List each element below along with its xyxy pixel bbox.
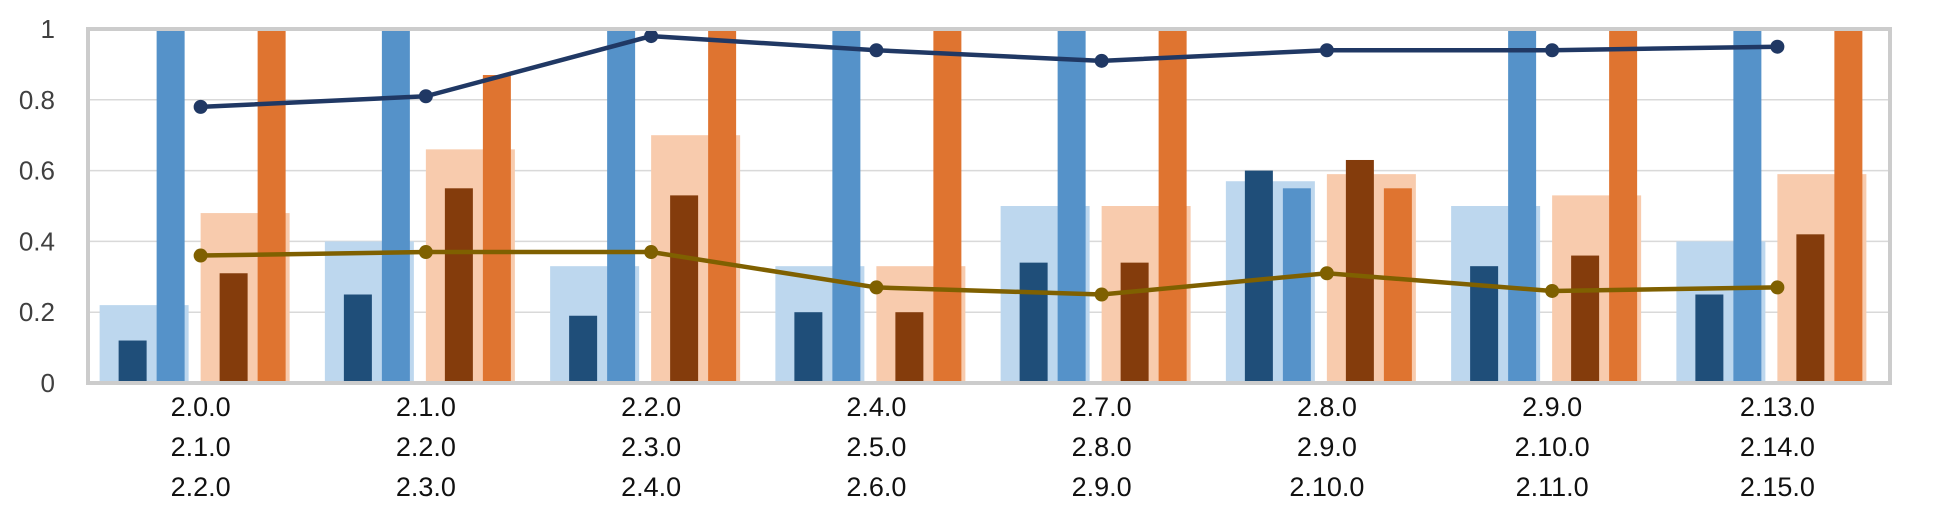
series-line-1 xyxy=(200,33,1778,110)
bar-orange-2 xyxy=(1383,188,1412,383)
bar-orange-2 xyxy=(482,75,511,384)
bar-blue-1 xyxy=(1019,262,1048,383)
line-point-1 xyxy=(869,43,884,58)
line-point-2 xyxy=(869,280,884,295)
line-point-2 xyxy=(644,245,659,260)
line-point-2 xyxy=(1094,287,1109,302)
bar-blue-2 xyxy=(1508,29,1537,383)
x-tick-label: 2.9.0 xyxy=(1297,432,1357,462)
lines xyxy=(193,29,1785,302)
x-tick-label: 2.2.0 xyxy=(621,392,681,422)
x-tick-label: 2.4.0 xyxy=(621,472,681,502)
bar-orange-1 xyxy=(1120,262,1149,383)
x-axis-ticks: 2.0.0 2.1.0 2.2.0 2.1.0 2.2.0 2.3.0 2.2.0 2.3.0… xyxy=(171,392,1815,502)
x-tick-label: 2.6.0 xyxy=(846,472,906,502)
bar-orange-2 xyxy=(708,29,737,383)
line-point-2 xyxy=(1545,283,1560,298)
bar-blue-2 xyxy=(607,29,636,383)
line-point-2 xyxy=(1319,266,1334,281)
y-axis-ticks: 0 0.2 0.4 0.6 0.8 1 xyxy=(19,14,55,398)
x-tick-label: 2.1.0 xyxy=(171,432,231,462)
y-tick-label: 0.8 xyxy=(19,85,55,115)
x-tick-label: 2.15.0 xyxy=(1740,472,1815,502)
x-tick-label: 2.10.0 xyxy=(1289,472,1364,502)
y-tick-label: 0.6 xyxy=(19,156,55,186)
plot-border xyxy=(86,27,1892,385)
bar-blue-1 xyxy=(794,312,823,383)
x-tick-label: 2.9.0 xyxy=(1072,472,1132,502)
bar-orange-2 xyxy=(1609,29,1638,383)
bar-orange-1 xyxy=(1796,234,1825,383)
x-tick-label: 2.7.0 xyxy=(1072,392,1132,422)
bar-blue-1 xyxy=(569,315,598,383)
line-point-1 xyxy=(193,99,208,114)
bar-orange-1 xyxy=(444,188,473,383)
line-point-2 xyxy=(1770,280,1785,295)
bar-orange-1 xyxy=(670,195,699,383)
bar-blue-2 xyxy=(1733,29,1762,383)
bar-blue-1 xyxy=(1695,294,1724,383)
y-tick-label: 1 xyxy=(41,14,55,44)
x-tick-label: 2.2.0 xyxy=(396,432,456,462)
bar-blue-2 xyxy=(381,29,410,383)
line-point-1 xyxy=(1319,43,1334,58)
line-point-1 xyxy=(418,89,433,104)
bar-blue-2 xyxy=(1057,29,1086,383)
x-tick-label: 2.9.0 xyxy=(1522,392,1582,422)
line-point-2 xyxy=(193,248,208,263)
bar-orange-2 xyxy=(1834,29,1863,383)
x-tick-label: 2.14.0 xyxy=(1740,432,1815,462)
bar-blue-1 xyxy=(343,294,372,383)
bar-blue-1 xyxy=(118,340,147,383)
line-point-1 xyxy=(644,29,659,44)
bars xyxy=(99,29,1867,384)
bar-orange-1 xyxy=(1345,159,1374,383)
x-tick-label: 2.5.0 xyxy=(846,432,906,462)
bar-orange-2 xyxy=(1158,29,1187,383)
y-tick-label: 0.2 xyxy=(19,297,55,327)
bar-orange-1 xyxy=(895,312,924,383)
x-tick-label: 2.11.0 xyxy=(1516,472,1589,502)
x-tick-label: 2.0.0 xyxy=(171,392,231,422)
line-point-1 xyxy=(1545,43,1560,58)
bar-blue-2 xyxy=(156,29,185,383)
bar-orange-2 xyxy=(257,29,286,383)
x-tick-label: 2.2.0 xyxy=(171,472,231,502)
y-tick-label: 0 xyxy=(41,368,55,398)
x-tick-label: 2.8.0 xyxy=(1072,432,1132,462)
x-tick-label: 2.3.0 xyxy=(621,432,681,462)
y-tick-label: 0.4 xyxy=(19,226,55,256)
line-point-2 xyxy=(418,245,433,260)
bar-blue-2 xyxy=(1282,188,1311,383)
bar-orange-1 xyxy=(1571,255,1600,383)
line-point-1 xyxy=(1770,39,1785,54)
bar-orange-2 xyxy=(933,29,962,383)
plot-frame xyxy=(86,27,1892,385)
x-tick-label: 2.13.0 xyxy=(1740,392,1815,422)
bar-orange-1 xyxy=(219,273,248,383)
x-tick-label: 2.1.0 xyxy=(396,392,456,422)
bar-blue-2 xyxy=(832,29,861,383)
line-point-1 xyxy=(1094,53,1109,68)
x-tick-label: 2.8.0 xyxy=(1297,392,1357,422)
x-tick-label: 2.3.0 xyxy=(396,472,456,502)
x-tick-label: 2.4.0 xyxy=(846,392,906,422)
series-line-2 xyxy=(200,249,1778,297)
x-tick-label: 2.10.0 xyxy=(1515,432,1590,462)
